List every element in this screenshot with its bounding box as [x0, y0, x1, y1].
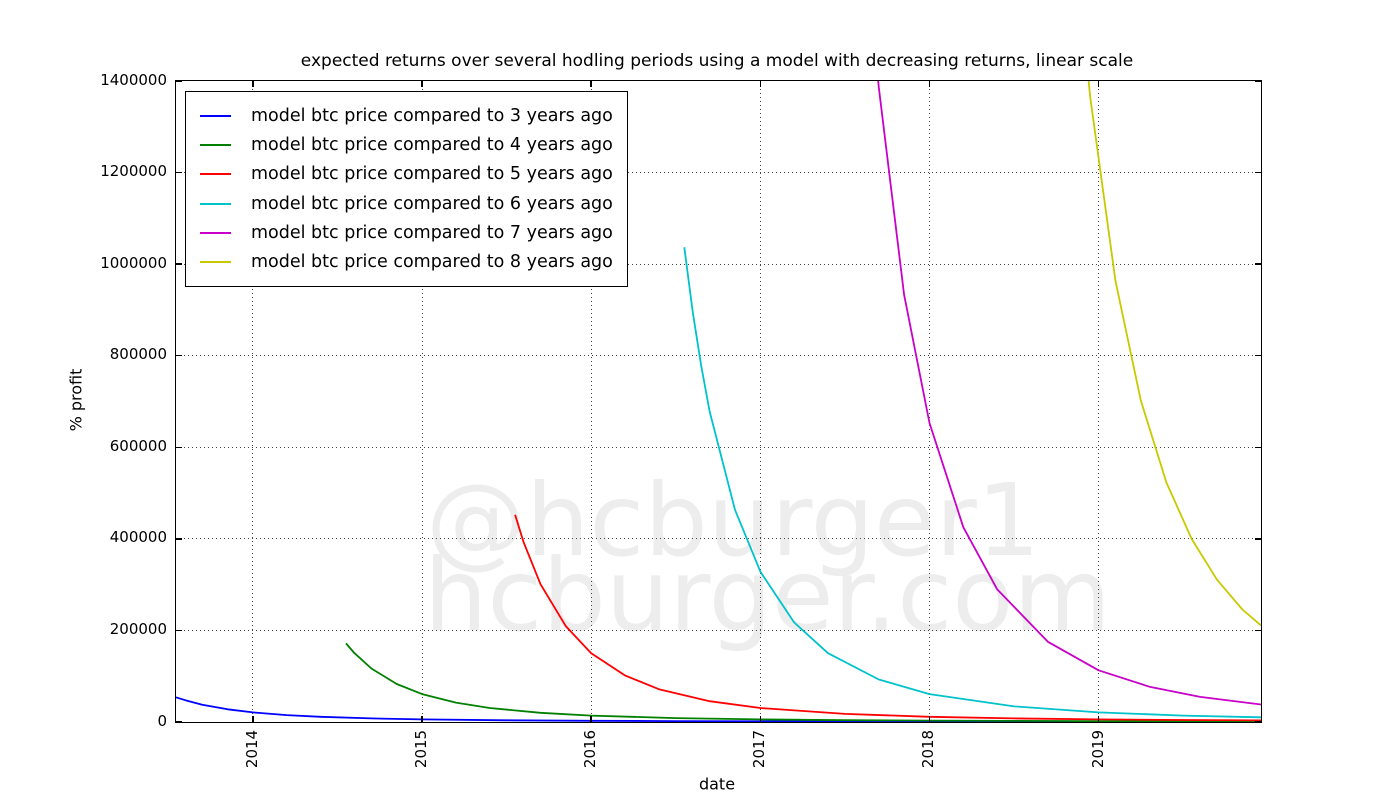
x-tick-label: 2014 [242, 729, 261, 769]
y-tick-label: 400000 [109, 528, 167, 547]
tick-mark [759, 81, 762, 87]
tick-mark [1255, 446, 1261, 449]
legend: model btc price compared to 3 years ago m… [185, 91, 628, 287]
y-tick-label: 600000 [109, 436, 167, 455]
tick-mark [176, 446, 182, 449]
gridline-vertical [421, 81, 423, 722]
tick-mark [252, 716, 254, 722]
tick-mark [1255, 721, 1261, 723]
tick-mark [1255, 538, 1261, 540]
tick-mark [590, 81, 592, 87]
y-tick-label: 1400000 [100, 70, 167, 89]
gridline-vertical [928, 81, 930, 722]
tick-mark [176, 171, 182, 174]
legend-entry-label: model btc price compared to 7 years ago [251, 222, 613, 243]
tick-mark [928, 81, 931, 87]
tick-mark [590, 716, 592, 722]
series-line-4y [345, 642, 1261, 722]
legend-entry: model btc price compared to 7 years ago [200, 218, 613, 247]
gridline-vertical [252, 81, 254, 722]
legend-entry-label: model btc price compared to 5 years ago [251, 164, 613, 185]
tick-mark [176, 629, 182, 632]
legend-swatch-line [200, 143, 231, 146]
series-line-8y [1087, 81, 1261, 627]
x-tick-label: 2018 [919, 729, 938, 769]
legend-entry-label: model btc price compared to 6 years ago [251, 193, 613, 214]
x-axis-label: date [698, 774, 736, 794]
chart-title: expected returns over several hodling pe… [300, 51, 1134, 71]
legend-entry: model btc price compared to 5 years ago [200, 160, 613, 189]
legend-swatch-line [200, 173, 231, 176]
tick-mark [1255, 354, 1261, 357]
tick-mark [1255, 171, 1261, 174]
legend-entry: model btc price compared to 6 years ago [200, 189, 613, 218]
x-tick-label: 2015 [412, 729, 431, 769]
tick-mark [928, 716, 931, 722]
y-tick-label: 800000 [109, 345, 167, 364]
x-tick-label: 2017 [750, 729, 769, 769]
y-tick-label: 200000 [109, 619, 167, 638]
tick-mark [176, 354, 182, 357]
gridline-horizontal [176, 263, 1261, 265]
gridline-horizontal [176, 538, 1261, 540]
series-line-6y [683, 247, 1261, 719]
curves-svg [176, 81, 1261, 722]
gridline-vertical [590, 81, 592, 722]
gridline-vertical [759, 81, 761, 722]
legend-swatch-line [200, 114, 231, 117]
tick-mark [176, 263, 182, 265]
legend-swatch-line [200, 202, 231, 205]
tick-mark [252, 81, 254, 87]
y-axis-label: % profit [66, 368, 86, 432]
tick-mark [1097, 81, 1100, 87]
tick-mark [176, 721, 182, 723]
series-line-7y [877, 81, 1261, 706]
legend-swatch-line [200, 261, 231, 264]
tick-mark [1255, 263, 1261, 265]
y-tick-label: 1200000 [100, 162, 167, 181]
gridline-vertical [1098, 81, 1100, 722]
x-tick-label: 2019 [1088, 729, 1107, 769]
gridline-horizontal [176, 629, 1261, 631]
tick-mark [1255, 629, 1261, 632]
series-line-5y [514, 514, 1261, 722]
tick-mark [176, 538, 182, 540]
tick-mark [421, 716, 423, 722]
legend-entry: model btc price compared to 4 years ago [200, 130, 613, 159]
watermark-line2: hcburger.com [424, 537, 1111, 654]
legend-entry: model btc price compared to 8 years ago [200, 247, 613, 276]
tick-mark [1255, 80, 1261, 82]
tick-mark [421, 81, 423, 87]
y-tick-label: 1000000 [100, 253, 167, 272]
x-tick-label: 2016 [581, 729, 600, 769]
legend-swatch-line [200, 231, 231, 234]
legend-entry-label: model btc price compared to 4 years ago [251, 134, 613, 155]
legend-entry-label: model btc price compared to 8 years ago [251, 252, 613, 273]
plot-area: @hcburger1 hcburger.com model btc price … [175, 80, 1262, 723]
y-tick-label: 0 [157, 711, 167, 730]
tick-mark [759, 716, 762, 722]
legend-entry: model btc price compared to 3 years ago [200, 101, 613, 130]
tick-mark [176, 80, 182, 82]
legend-entry-label: model btc price compared to 3 years ago [251, 105, 613, 126]
gridline-horizontal [176, 355, 1261, 357]
gridline-horizontal [176, 172, 1261, 174]
tick-mark [1097, 716, 1100, 722]
